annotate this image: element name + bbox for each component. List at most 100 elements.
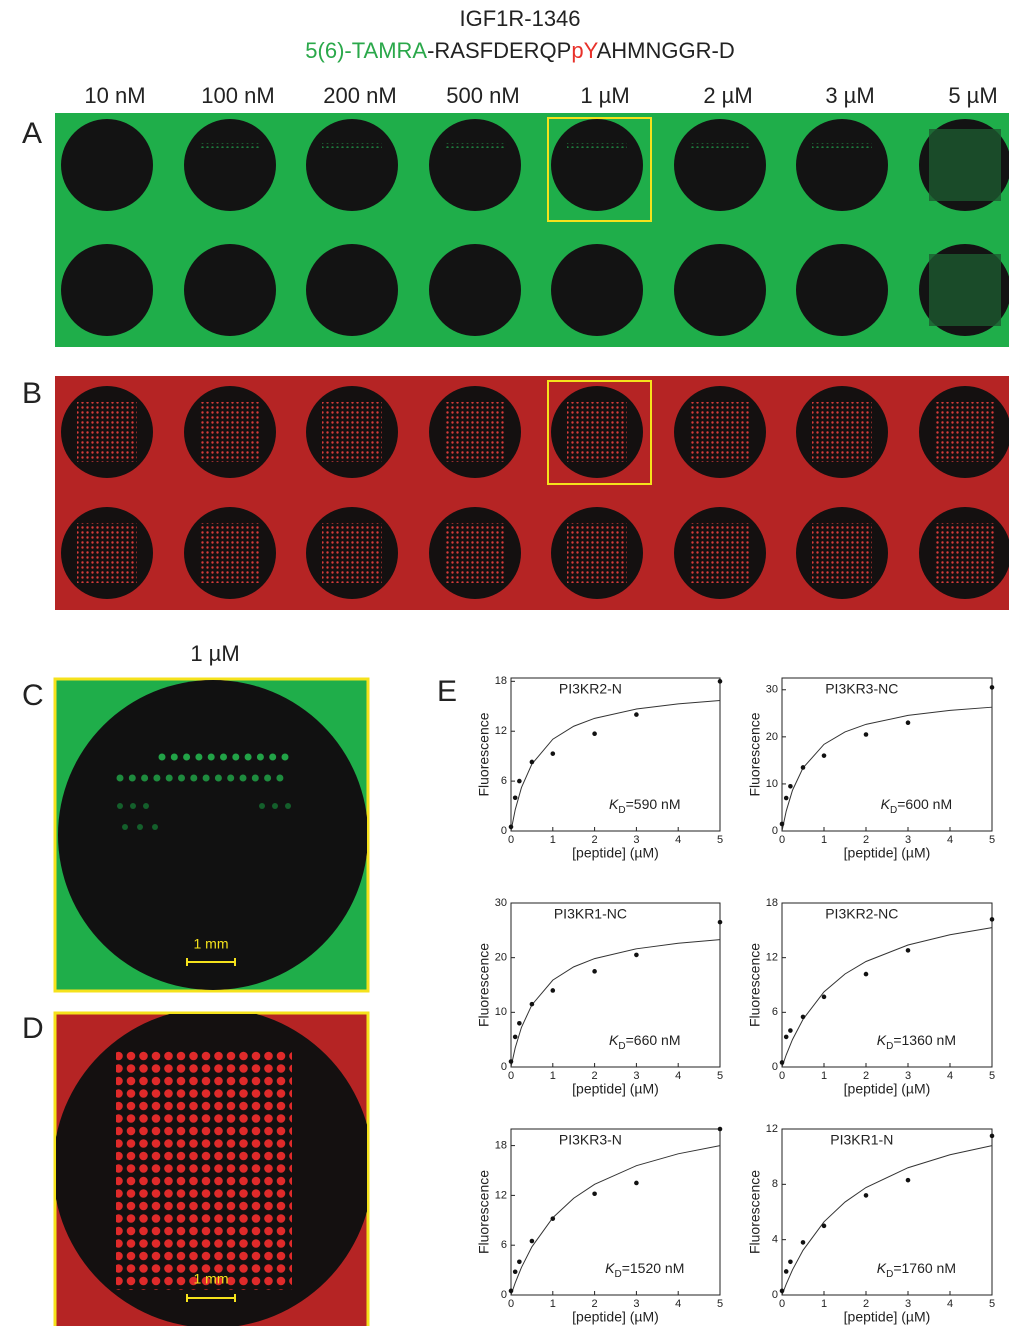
well: [796, 119, 888, 211]
spot: [285, 803, 291, 809]
peptide-sequence: 5(6)-TAMRA-RASFDERQPpYAHMNGGR-D: [305, 38, 734, 63]
spot: [240, 775, 247, 782]
spot: [215, 775, 222, 782]
x-tick-label: 5: [989, 834, 995, 846]
spot-array: [812, 402, 872, 462]
chart-title: PI3KR1-NC: [554, 906, 627, 922]
data-point: [530, 760, 535, 765]
x-tick-label: 1: [550, 834, 556, 846]
well: [796, 244, 888, 336]
concentration-label: 10 nM: [84, 83, 145, 108]
spot-row: [322, 143, 382, 148]
y-tick-label: 18: [495, 675, 507, 687]
data-point: [801, 765, 806, 770]
data-point: [592, 731, 597, 736]
spot: [159, 754, 166, 761]
spot-array: [116, 1048, 292, 1290]
y-tick-label: 6: [772, 1006, 778, 1018]
kd-value: =660 nM: [626, 1032, 681, 1048]
spot: [252, 775, 259, 782]
y-axis-label: Fluorescence: [747, 712, 763, 796]
kd-subscript: D: [614, 1269, 621, 1280]
spot: [171, 754, 178, 761]
spot-row: [690, 143, 750, 148]
data-point: [592, 969, 597, 974]
spot: [183, 754, 190, 761]
zoom-label: 1 µM: [190, 641, 239, 666]
spot: [208, 754, 215, 761]
spot-row: [567, 143, 627, 148]
data-point: [990, 685, 995, 690]
y-axis-label: Fluorescence: [476, 943, 492, 1027]
data-point: [513, 1269, 518, 1274]
sequence-part: -RASFDERQP: [427, 38, 571, 63]
concentration-label: 1 µM: [580, 83, 629, 108]
kd-annotation: KD=1520 nM: [605, 1260, 684, 1280]
spot: [227, 775, 234, 782]
data-point: [780, 822, 785, 827]
spot: [178, 775, 185, 782]
x-tick-label: 0: [779, 834, 785, 846]
scale-bar-label: 1 mm: [194, 936, 229, 952]
data-point: [822, 1224, 827, 1229]
y-axis-label: Fluorescence: [747, 943, 763, 1027]
sequence-part: 5(6)-TAMRA: [305, 38, 427, 63]
y-tick-label: 0: [772, 825, 778, 837]
well: [551, 244, 643, 336]
spot: [203, 775, 210, 782]
data-point: [990, 1134, 995, 1139]
x-tick-label: 5: [989, 1298, 995, 1310]
y-tick-label: 10: [495, 1006, 507, 1018]
kd-subscript: D: [618, 1041, 625, 1052]
x-tick-label: 4: [947, 1298, 953, 1310]
chart-title: PI3KR2-N: [559, 681, 622, 697]
data-point: [517, 779, 522, 784]
well: [306, 244, 398, 336]
spot: [152, 824, 158, 830]
well: [184, 244, 276, 336]
kd-value: =600 nM: [897, 796, 952, 812]
spot-array: [929, 129, 1001, 201]
data-point: [718, 679, 723, 684]
spot-array: [690, 402, 750, 462]
panel-label: B: [22, 377, 42, 410]
scale-bar-label: 1 mm: [194, 1271, 229, 1287]
y-tick-label: 0: [772, 1061, 778, 1073]
data-point: [784, 796, 789, 801]
spot: [122, 824, 128, 830]
x-axis-label: [peptide] (µM): [572, 1309, 659, 1325]
spot: [141, 775, 148, 782]
data-point: [801, 1240, 806, 1245]
x-tick-label: 1: [821, 1298, 827, 1310]
y-tick-label: 6: [501, 775, 507, 787]
well: [674, 119, 766, 211]
well: [61, 244, 153, 336]
y-tick-label: 30: [495, 897, 507, 909]
x-tick-label: 1: [550, 1070, 556, 1082]
data-point: [780, 1060, 785, 1065]
well: [429, 119, 521, 211]
concentration-label: 5 µM: [948, 83, 997, 108]
x-tick-label: 1: [550, 1298, 556, 1310]
x-tick-label: 0: [779, 1298, 785, 1310]
well: [61, 119, 153, 211]
y-tick-label: 20: [495, 952, 507, 964]
data-point: [788, 784, 793, 789]
concentration-label: 2 µM: [703, 83, 752, 108]
y-tick-label: 20: [766, 731, 778, 743]
y-tick-label: 18: [495, 1140, 507, 1152]
data-point: [509, 1289, 514, 1294]
spot-row: [812, 143, 872, 148]
x-axis-label: [peptide] (µM): [572, 845, 659, 861]
panel-label: C: [22, 679, 44, 712]
x-axis-label: [peptide] (µM): [844, 845, 931, 861]
spot: [272, 803, 278, 809]
x-tick-label: 4: [947, 1070, 953, 1082]
chart-title: PI3KR2-NC: [825, 906, 898, 922]
well: [306, 119, 398, 211]
spot: [153, 775, 160, 782]
data-point: [780, 1289, 785, 1294]
data-point: [906, 948, 911, 953]
x-tick-label: 5: [717, 1070, 723, 1082]
kd-annotation: KD=660 nM: [609, 1032, 680, 1052]
